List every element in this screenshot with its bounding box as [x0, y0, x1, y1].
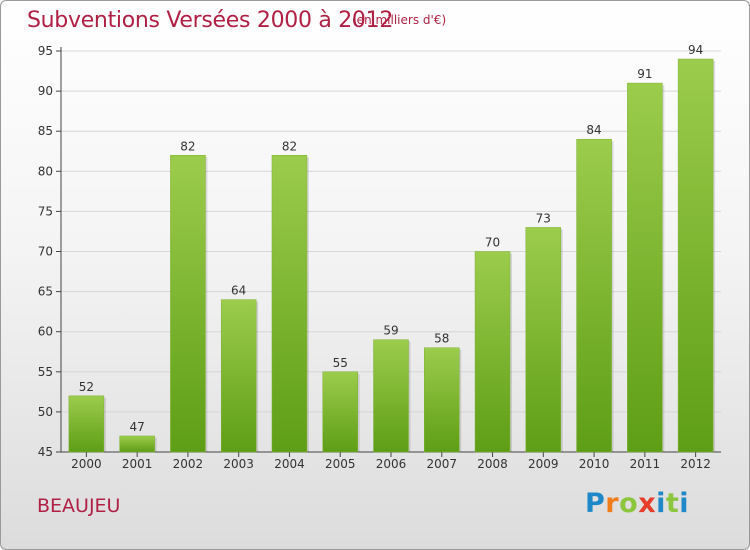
bar-value-label: 73	[536, 211, 551, 225]
y-tick-label: 80	[38, 164, 53, 178]
x-tick-label: 2009	[528, 457, 559, 471]
x-tick-label: 2012	[680, 457, 711, 471]
bar	[576, 138, 612, 453]
x-tick-label: 2006	[376, 457, 407, 471]
x-tick-label: 2001	[122, 457, 153, 471]
bar-value-label: 84	[586, 123, 601, 137]
y-tick-label: 50	[38, 405, 53, 419]
bar-value-label: 94	[688, 43, 703, 57]
bar	[474, 251, 511, 453]
bar	[68, 395, 105, 453]
labels: 52 2000 47 2001 82 2002 64 2003 82 2004 55 2005 59 20…	[71, 43, 711, 471]
x-tick-label: 2007	[426, 457, 457, 471]
x-tick-label: 2003	[223, 457, 254, 471]
bar-value-label: 70	[485, 236, 500, 250]
bar-value-label: 58	[434, 332, 449, 346]
bar	[119, 435, 155, 453]
bar	[677, 58, 714, 453]
bar-value-label: 82	[282, 139, 297, 153]
bar-value-label: 82	[180, 139, 195, 153]
y-tick-label: 55	[38, 365, 53, 379]
logo-letter: x	[638, 488, 657, 519]
x-tick-label: 2002	[173, 457, 204, 471]
bar-value-label: 64	[231, 284, 246, 298]
y-tick-label: 95	[38, 44, 53, 58]
logo-letter: i	[656, 488, 666, 519]
y-tick-label: 70	[38, 245, 53, 259]
bar	[322, 371, 358, 453]
x-tick-label: 2008	[477, 457, 508, 471]
bar	[424, 347, 460, 453]
bars	[68, 58, 716, 453]
y-tick-label: 45	[38, 445, 53, 459]
bar-value-label: 59	[383, 324, 398, 338]
chart-title: Subventions Versées 2000 à 2012	[27, 8, 394, 33]
bar-value-label: 52	[79, 380, 94, 394]
logo-letter: t	[665, 488, 680, 519]
x-tick-label: 2011	[630, 457, 661, 471]
proxiti-logo: Proxiti	[585, 488, 689, 519]
logo-letter: r	[605, 488, 620, 519]
bar	[525, 227, 562, 453]
y-tick-label: 85	[38, 124, 53, 138]
bar	[170, 155, 206, 453]
y-tick-label: 60	[38, 325, 53, 339]
x-tick-label: 2010	[579, 457, 610, 471]
unit-note: (en milliers d'€)	[352, 13, 447, 27]
bar	[220, 299, 257, 453]
bar	[627, 82, 663, 453]
x-tick-label: 2005	[325, 457, 356, 471]
bar	[271, 155, 308, 453]
x-tick-label: 2004	[274, 457, 305, 471]
y-tick-label: 75	[38, 204, 53, 218]
logo-letter: o	[619, 488, 639, 519]
y-tick-label: 90	[38, 84, 53, 98]
bar-value-label: 91	[637, 67, 652, 81]
bar-value-label: 55	[333, 356, 348, 370]
bar-value-label: 47	[130, 420, 145, 434]
x-tick-label: 2000	[71, 457, 102, 471]
bar	[373, 339, 409, 453]
logo-letter: P	[585, 488, 606, 519]
y-tick-label: 65	[38, 285, 53, 299]
logo-letter: i	[679, 488, 690, 519]
commune-name: BEAUJEU	[37, 495, 121, 517]
